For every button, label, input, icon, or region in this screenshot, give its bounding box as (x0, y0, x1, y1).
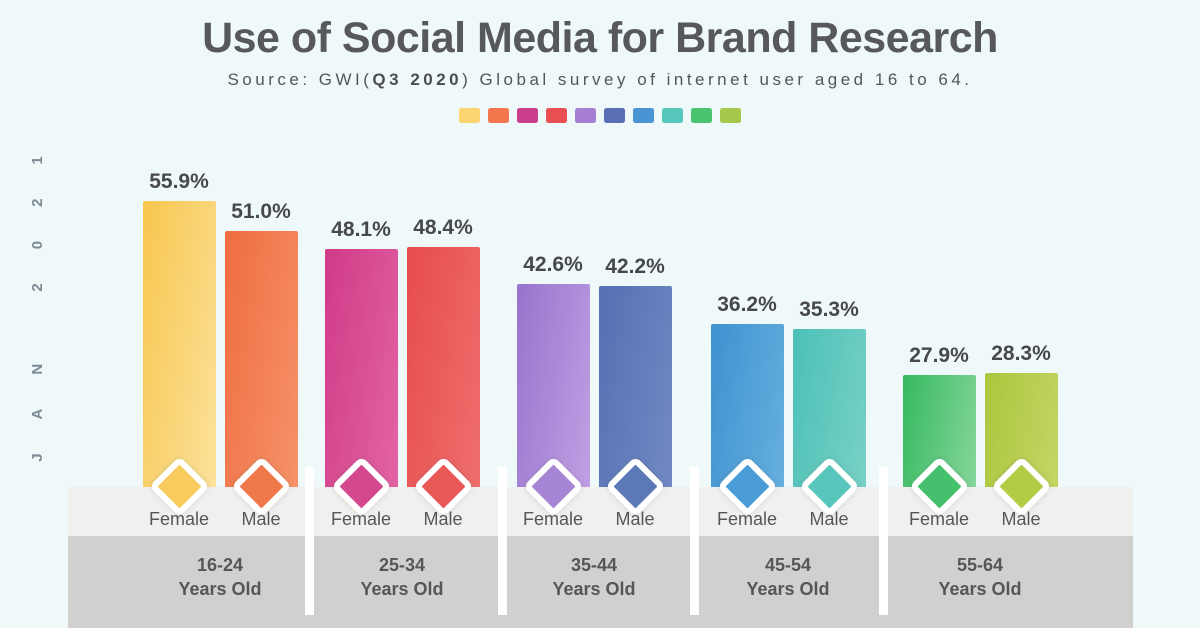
value-label-female-55-64: 27.9% (909, 344, 969, 367)
age-range-line: 45-54 (764, 555, 812, 575)
bar-female-16-24 (142, 201, 216, 487)
age-range-line: 16-24 (196, 555, 244, 575)
legend-swatch-teal (662, 108, 683, 123)
group-separator (305, 467, 314, 615)
age-group-45-54: 36.2% Female 35.3% Male 45-54 Years Old (710, 0, 866, 628)
age-range-line: 55-64 (956, 555, 1004, 575)
group-separator (690, 467, 699, 615)
group-separator (879, 467, 888, 615)
legend-swatch-blue (633, 108, 654, 123)
gender-label-male-16-24: Male (241, 509, 281, 529)
value-label-male-16-24: 51.0% (231, 200, 291, 223)
age-range-label-35-44: 35-44 Years Old (517, 553, 672, 601)
age-range-line: 35-44 (570, 555, 618, 575)
age-range-label-16-24: 16-24 Years Old (143, 553, 298, 601)
legend-swatch-yellow (459, 108, 480, 123)
bar-male-16-24 (224, 231, 298, 487)
age-suffix-line: Years Old (178, 579, 262, 599)
age-range-label-55-64: 55-64 Years Old (903, 553, 1058, 601)
value-label-female-35-44: 42.6% (523, 253, 583, 276)
age-range-label-25-34: 25-34 Years Old (325, 553, 480, 601)
legend-swatch-green (691, 108, 712, 123)
gender-label-male-55-64: Male (1001, 509, 1041, 529)
age-suffix-line: Years Old (360, 579, 444, 599)
value-label-male-25-34: 48.4% (413, 216, 473, 239)
age-group-16-24: 55.9% Female 51.0% Male 16-24 Years Old (142, 0, 298, 628)
bar-female-25-34 (324, 249, 398, 487)
value-label-female-45-54: 36.2% (717, 293, 777, 316)
value-label-female-25-34: 48.1% (331, 218, 391, 241)
age-group-55-64: 27.9% Female 28.3% Male 55-64 Years Old (902, 0, 1058, 628)
bar-male-25-34 (406, 247, 480, 487)
legend (0, 108, 1200, 123)
age-group-35-44: 42.6% Female 42.2% Male 35-44 Years Old (516, 0, 672, 628)
gender-label-male-25-34: Male (423, 509, 463, 529)
age-label-band (68, 536, 1133, 628)
legend-swatch-purple (575, 108, 596, 123)
age-suffix-line: Years Old (938, 579, 1022, 599)
source-line: Source: GWI(Q3 2020) Global survey of in… (0, 70, 1200, 90)
gender-label-female-55-64: Female (908, 509, 970, 529)
legend-swatch-magenta (517, 108, 538, 123)
gender-label-female-45-54: Female (716, 509, 778, 529)
age-suffix-line: Years Old (746, 579, 830, 599)
gender-label-male-45-54: Male (809, 509, 849, 529)
source-prefix: Source: GWI( (227, 70, 373, 89)
legend-swatch-red (546, 108, 567, 123)
source-quarter: Q3 2020 (372, 70, 463, 89)
value-label-male-55-64: 28.3% (991, 342, 1051, 365)
value-label-female-16-24: 55.9% (149, 170, 209, 193)
gender-label-male-35-44: Male (615, 509, 655, 529)
legend-swatch-orange (488, 108, 509, 123)
age-group-25-34: 48.1% Female 48.4% Male 25-34 Years Old (324, 0, 480, 628)
gender-label-female-25-34: Female (330, 509, 392, 529)
source-suffix: ) Global survey of internet user aged 16… (462, 70, 973, 89)
age-range-label-45-54: 45-54 Years Old (711, 553, 866, 601)
legend-swatch-yellow-green (720, 108, 741, 123)
gender-label-female-35-44: Female (522, 509, 584, 529)
age-suffix-line: Years Old (552, 579, 636, 599)
page-title: Use of Social Media for Brand Research (202, 14, 998, 62)
bar-female-35-44 (516, 284, 590, 487)
value-label-male-45-54: 35.3% (799, 298, 859, 321)
gender-label-female-16-24: Female (148, 509, 210, 529)
date-side-label: JAN 2021 (29, 122, 46, 462)
legend-swatch-indigo (604, 108, 625, 123)
value-label-male-35-44: 42.2% (605, 255, 665, 278)
age-range-line: 25-34 (378, 555, 426, 575)
bar-male-35-44 (598, 286, 672, 487)
group-separator (498, 467, 507, 615)
